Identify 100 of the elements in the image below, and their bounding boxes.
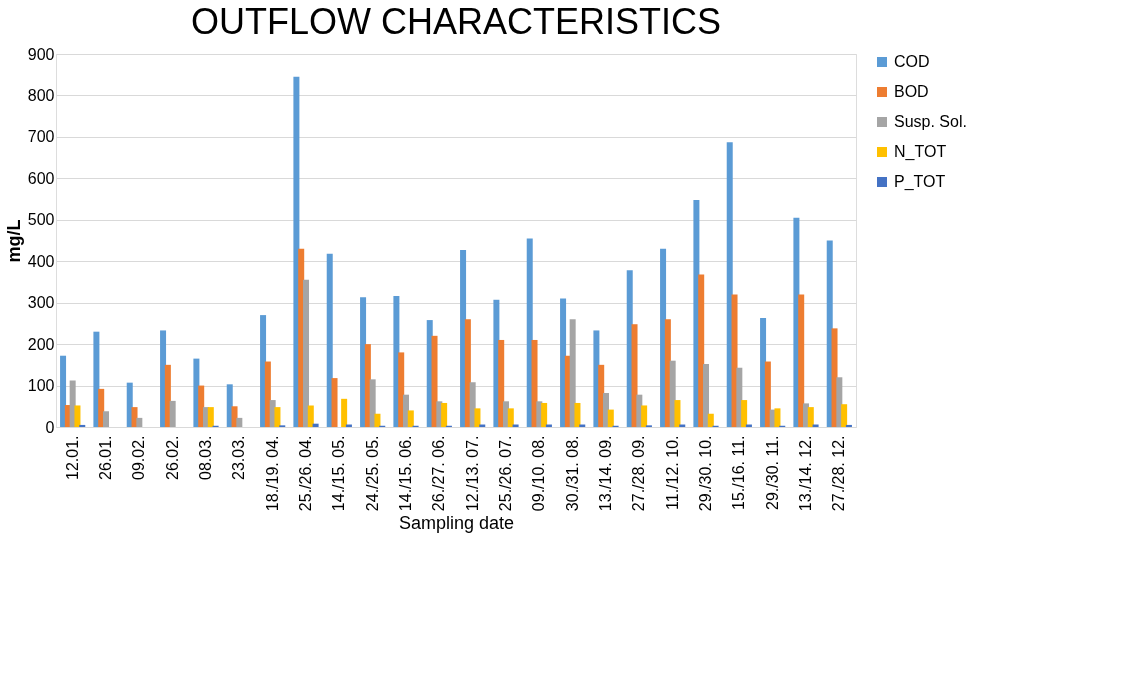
x-tick-label: 25./26. 07. (497, 435, 514, 512)
bar (541, 402, 548, 427)
y-tick-label: 100 (27, 377, 55, 395)
y-tick-label: 200 (27, 335, 55, 353)
bar (260, 315, 267, 427)
x-tick-label: 18./19. 04. (263, 435, 281, 512)
bar (326, 253, 333, 427)
y-tick-label: 0 (45, 418, 55, 436)
y-tick-label: 500 (27, 211, 55, 229)
bar (703, 364, 709, 427)
bar (474, 408, 481, 427)
x-tick-label: 08.03. (197, 435, 214, 480)
bar (764, 361, 771, 427)
legend-label: N_TOT (894, 143, 947, 161)
chart-title: OUTFLOW CHARACTERISTICS (190, 1, 722, 42)
bar (841, 404, 848, 427)
x-tick-label: 30./31. 08. (563, 435, 581, 512)
x-tick-label: 11./12. 10. (663, 435, 681, 510)
x-tick-label: 15./16. 11. (730, 435, 748, 510)
bar (431, 335, 438, 427)
bar (293, 76, 300, 427)
bar (464, 319, 471, 427)
bar (341, 398, 348, 427)
bar (307, 405, 314, 427)
bar (607, 409, 614, 427)
y-tick-label: 400 (27, 252, 55, 270)
bar (374, 413, 381, 427)
bar (598, 364, 605, 427)
bar (364, 344, 371, 427)
bar (707, 413, 714, 427)
x-tick-label: 12.01. (63, 435, 81, 480)
x-tick-label: 29./30. 10. (697, 435, 714, 512)
bar (526, 238, 533, 427)
bar (403, 394, 409, 427)
bar (93, 331, 100, 427)
bar (836, 377, 843, 427)
legend-label: P_TOT (894, 173, 946, 191)
x-tick-label: 14./15. 05. (330, 435, 348, 512)
x-tick-label: 23.03. (230, 435, 248, 480)
bar (826, 240, 833, 427)
bar (169, 400, 176, 427)
bar (574, 402, 581, 427)
bar (698, 274, 705, 427)
bar (441, 402, 448, 427)
bar (674, 400, 681, 427)
bar (312, 423, 319, 427)
bar (226, 384, 233, 427)
bar (741, 400, 748, 427)
y-tick-label: 300 (27, 294, 55, 312)
x-tick-label: 13./14. 09. (597, 435, 614, 512)
bar (498, 339, 505, 427)
bar (507, 408, 514, 427)
bar (664, 319, 671, 427)
y-tick-label: 800 (27, 86, 55, 104)
bar (398, 352, 405, 427)
bar (736, 367, 743, 427)
bar (460, 250, 467, 427)
legend-label: COD (894, 53, 930, 70)
x-tick-label: 25./26. 04. (297, 435, 314, 512)
x-tick-label: 14./15. 06. (397, 435, 414, 512)
y-tick-label: 900 (27, 45, 55, 63)
x-tick-label: 24./25. 05. (363, 435, 381, 512)
y-axis-title: mg/L (3, 219, 24, 263)
x-tick-label: 29./30. 11. (763, 435, 781, 510)
x-axis-title: Sampling date (398, 513, 515, 534)
bar (726, 142, 733, 427)
x-tick-label: 09./10. 08. (530, 435, 548, 512)
bar (198, 385, 205, 427)
bar (641, 405, 648, 427)
bar (369, 379, 376, 427)
x-tick-label: 09.02. (130, 435, 148, 480)
bar (136, 417, 143, 427)
bar (569, 319, 576, 427)
bar (660, 248, 667, 427)
x-tick-label: 13./14. 12. (797, 435, 814, 512)
bar (798, 294, 805, 427)
bar (774, 408, 781, 427)
x-tick-label: 12./13. 07. (463, 435, 481, 512)
bar (531, 339, 538, 427)
bar (126, 382, 133, 427)
bar (393, 296, 400, 427)
bar (236, 417, 243, 427)
x-tick-label: 27./28. 09. (630, 435, 648, 512)
x-tick-label: 26./27. 06. (430, 435, 448, 512)
bar (264, 361, 271, 427)
legend-label: Susp. Sol. (894, 113, 967, 130)
bar (207, 407, 214, 427)
y-tick-label: 700 (27, 128, 55, 146)
bar (760, 318, 767, 427)
x-tick-label: 26.02. (163, 435, 181, 480)
bar (560, 298, 567, 427)
x-tick-label: 26.01. (97, 435, 114, 480)
bar (103, 411, 109, 427)
bar (845, 424, 852, 427)
bar (164, 364, 171, 427)
x-tick-label: 27./28. 12. (830, 435, 848, 512)
bar (74, 405, 81, 427)
bar (331, 378, 338, 427)
bar (303, 279, 309, 427)
bar (603, 393, 609, 427)
